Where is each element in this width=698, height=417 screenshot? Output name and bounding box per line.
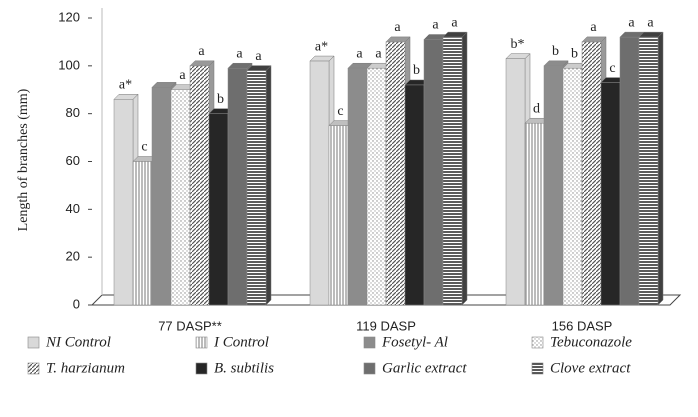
- bar: [113, 99, 134, 306]
- significance-letter: a: [255, 49, 262, 64]
- significance-letter: b: [413, 63, 420, 78]
- significance-letter: a: [647, 15, 654, 30]
- x-tick-label: 77 DASP**: [158, 318, 222, 333]
- y-tick-label: 60: [66, 153, 80, 168]
- bar: [638, 36, 659, 306]
- legend-label: Tebuconazole: [550, 334, 632, 350]
- significance-letter: a*: [315, 39, 328, 54]
- legend-swatch: [195, 336, 208, 349]
- significance-letter: c: [141, 140, 147, 155]
- bar: [423, 39, 444, 306]
- bar: [562, 67, 583, 306]
- significance-letter: c: [609, 61, 615, 76]
- legend-label: B. subtilis: [214, 360, 274, 376]
- significance-letter: a: [590, 20, 597, 35]
- bar: [328, 125, 349, 306]
- significance-letter: b: [571, 46, 578, 61]
- significance-letter: b*: [511, 37, 525, 52]
- bar: [385, 41, 406, 306]
- y-tick-label: 120: [58, 9, 80, 24]
- bar: [347, 67, 368, 306]
- legend-swatch: [531, 336, 544, 349]
- legend-swatch: [363, 336, 376, 349]
- legend-label: NI Control: [45, 334, 111, 350]
- legend-swatch: [531, 362, 544, 375]
- significance-letter: b: [552, 44, 559, 59]
- significance-letter: a: [356, 46, 363, 61]
- significance-letter: d: [533, 101, 540, 116]
- legend-swatch: [27, 336, 40, 349]
- bar: [581, 41, 602, 306]
- bar-side: [265, 65, 272, 306]
- y-tick-label: 20: [66, 249, 80, 264]
- bar: [170, 89, 191, 306]
- y-tick-label: 40: [66, 201, 80, 216]
- bar: [404, 84, 425, 306]
- bar: [189, 65, 210, 306]
- y-tick-label: 0: [73, 296, 80, 311]
- significance-letter: c: [337, 104, 343, 119]
- significance-letter: a: [432, 18, 439, 33]
- x-tick-label: 156 DASP: [552, 318, 613, 333]
- bar: [309, 60, 330, 306]
- legend-label: T. harzianum: [46, 360, 125, 376]
- significance-letter: a: [236, 46, 243, 61]
- bar-side: [461, 31, 468, 306]
- y-axis-label: Length of branches (mm): [16, 88, 31, 231]
- legend-label: Fosetyl- Al: [381, 334, 448, 350]
- significance-letter: a: [198, 44, 205, 59]
- y-tick-label: 100: [58, 57, 80, 72]
- bar: [543, 65, 564, 306]
- significance-letter: a: [375, 46, 382, 61]
- x-tick-label: 119 DASP: [356, 318, 416, 333]
- bar: [151, 87, 172, 306]
- legend-swatch: [195, 362, 208, 375]
- bar: [366, 67, 387, 306]
- legend-label: Garlic extract: [382, 360, 467, 376]
- legend-label: I Control: [213, 334, 269, 350]
- bar: [246, 70, 267, 306]
- bar-side: [657, 31, 664, 306]
- bar: [227, 67, 248, 306]
- legend-swatch: [27, 362, 40, 375]
- bar: [442, 36, 463, 306]
- significance-letter: a: [179, 68, 186, 83]
- significance-letter: a: [628, 15, 635, 30]
- significance-letter: b: [217, 92, 224, 107]
- bar: [524, 122, 545, 306]
- significance-letter: a: [451, 15, 458, 30]
- bar: [132, 161, 153, 306]
- bar: [619, 36, 640, 306]
- bar: [505, 58, 526, 306]
- y-tick-label: 80: [66, 105, 80, 120]
- significance-letter: a: [394, 20, 401, 35]
- bar: [600, 82, 621, 306]
- bar: [208, 113, 229, 306]
- legend-label: Clove extract: [550, 360, 631, 376]
- legend-swatch: [363, 362, 376, 375]
- significance-letter: a*: [119, 78, 132, 93]
